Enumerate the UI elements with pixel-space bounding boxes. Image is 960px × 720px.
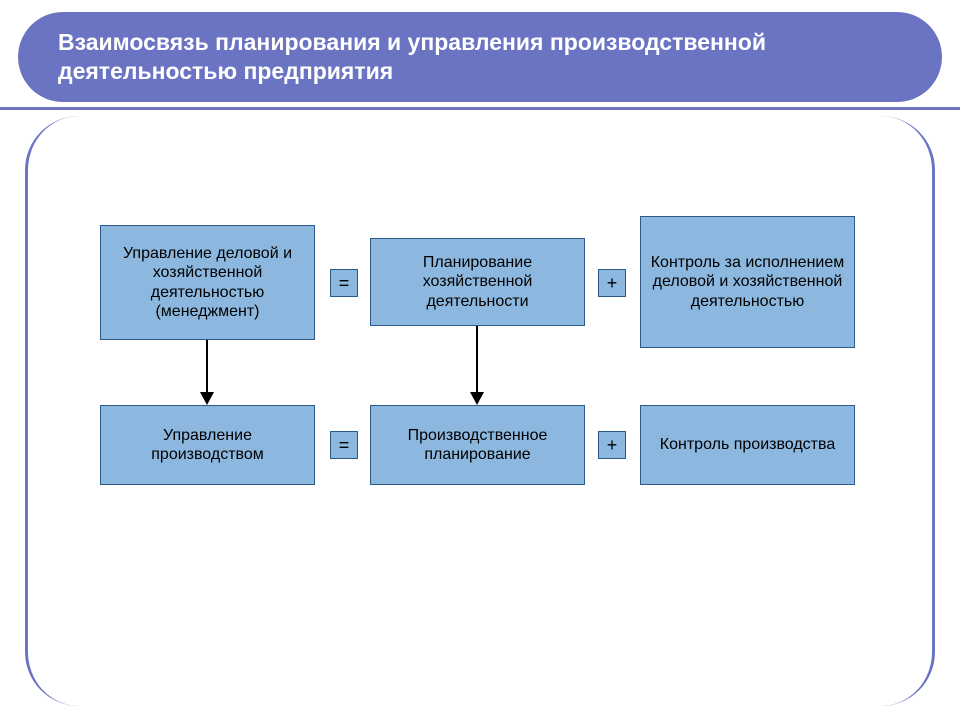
node-planning: Планирование хозяйственной деятельности xyxy=(370,238,585,326)
operator-equals-2-label: = xyxy=(339,435,350,456)
operator-plus-1-label: + xyxy=(607,273,618,294)
operator-equals-2: = xyxy=(330,431,358,459)
operator-plus-1: + xyxy=(598,269,626,297)
arrow-2-line xyxy=(476,326,478,394)
operator-equals-1: = xyxy=(330,269,358,297)
arrow-2-head xyxy=(470,392,484,405)
operator-equals-1-label: = xyxy=(339,273,350,294)
node-prod-planning-label: Производственное планирование xyxy=(377,426,578,464)
node-prod-control: Контроль производства xyxy=(640,405,855,485)
node-prod-management: Управление производством xyxy=(100,405,315,485)
node-planning-label: Планирование хозяйственной деятельности xyxy=(377,253,578,311)
operator-plus-2: + xyxy=(598,431,626,459)
node-prod-planning: Производственное планирование xyxy=(370,405,585,485)
node-prod-control-label: Контроль производства xyxy=(660,435,835,454)
title-underline xyxy=(0,107,960,110)
node-control-label: Контроль за исполнением деловой и хозяйс… xyxy=(647,253,848,311)
arrow-1-head xyxy=(200,392,214,405)
slide-title-block: Взаимосвязь планирования и управления пр… xyxy=(18,12,942,102)
slide-title: Взаимосвязь планирования и управления пр… xyxy=(58,28,912,86)
node-prod-management-label: Управление производством xyxy=(107,426,308,464)
operator-plus-2-label: + xyxy=(607,435,618,456)
node-management-label: Управление деловой и хозяйственной деяте… xyxy=(107,244,308,321)
node-control: Контроль за исполнением деловой и хозяйс… xyxy=(640,216,855,348)
arrow-1-line xyxy=(206,340,208,394)
node-management: Управление деловой и хозяйственной деяте… xyxy=(100,225,315,340)
